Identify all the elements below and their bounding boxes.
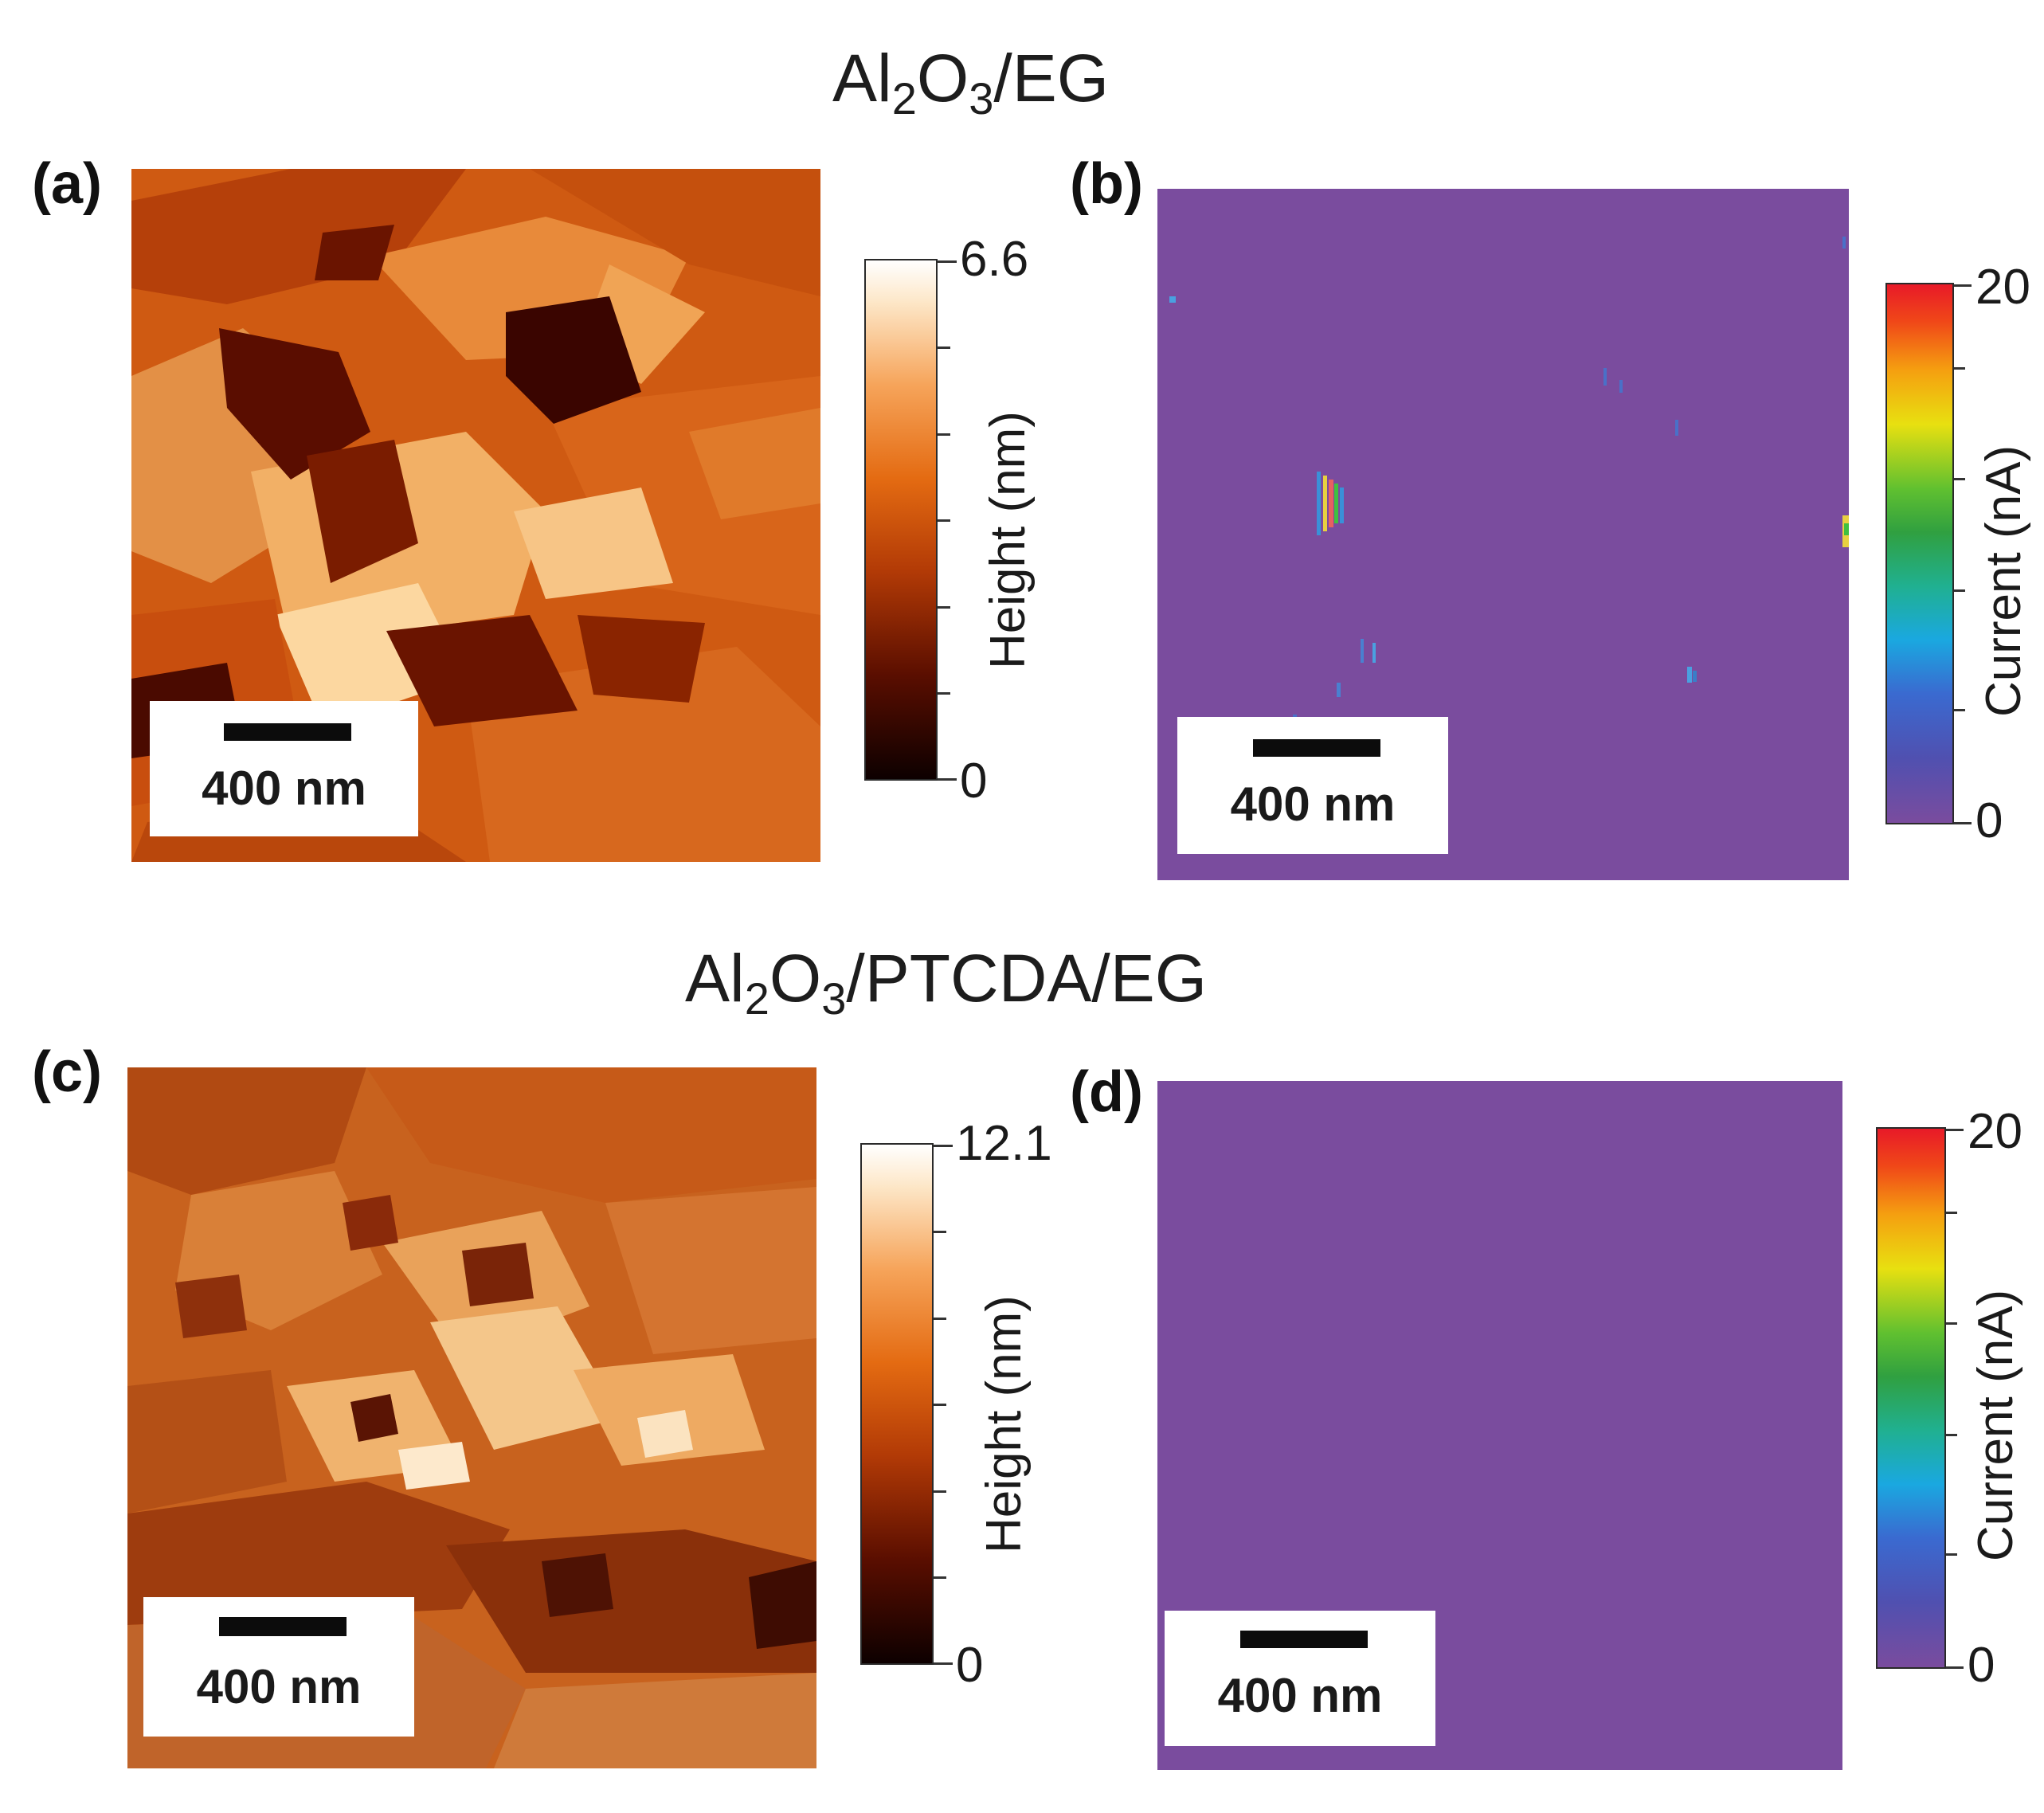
colorbar-tick [1954, 367, 1965, 370]
colorbar-tick [938, 778, 957, 781]
scale-bar-box-c: 400 nm [143, 1597, 414, 1737]
colorbar-tick [1954, 478, 1965, 480]
colorbar-tick [938, 519, 950, 522]
colorbar-tick [1946, 1322, 1957, 1325]
scale-bar-box-a: 400 nm [150, 701, 418, 836]
panel-label-a: (a) [32, 152, 102, 216]
colorbar-tick [938, 433, 950, 436]
colorbar-tick [1954, 589, 1965, 592]
colorbar-tick [1946, 1129, 1964, 1131]
colorbar-max-a: 6.6 [960, 232, 1029, 287]
colorbar-tick [934, 1231, 946, 1233]
scale-bar-d [1240, 1631, 1368, 1648]
row-title-1: Al2O3/EG [832, 41, 1110, 123]
height-map-c-image [127, 1067, 816, 1768]
panel-label-d: (d) [1070, 1060, 1143, 1124]
scale-bar-b [1253, 739, 1380, 757]
scale-bar-text-c: 400 nm [196, 1660, 362, 1713]
colorbar-tick [1954, 709, 1965, 711]
scale-bar-c [219, 1617, 347, 1636]
panel-label-c: (c) [32, 1040, 102, 1104]
colorbar-tick [1954, 284, 1972, 287]
current-map-b [1157, 189, 1849, 880]
colorbar-label-d: Current (nA) [1968, 1289, 2023, 1561]
colorbar-current-b [1885, 283, 1954, 824]
colorbar-min-c: 0 [956, 1638, 984, 1693]
height-map-c [127, 1067, 816, 1768]
scale-bar-text-a: 400 nm [202, 762, 366, 815]
colorbar-max-d: 20 [1968, 1104, 2022, 1159]
scale-bar-text-d: 400 nm [1217, 1669, 1383, 1722]
scale-bar-box-d: 400 nm [1165, 1611, 1435, 1746]
height-map-a-image [131, 169, 820, 862]
colorbar-label-b: Current (nA) [1976, 444, 2031, 717]
colorbar-tick [1946, 1553, 1957, 1556]
colorbar-max-b: 20 [1975, 260, 2030, 315]
colorbar-tick [938, 606, 950, 609]
colorbar-min-a: 0 [960, 754, 988, 809]
colorbar-tick [934, 1318, 946, 1320]
colorbar-tick [938, 692, 950, 695]
colorbar-max-c: 12.1 [956, 1116, 1052, 1171]
colorbar-tick [938, 260, 957, 263]
colorbar-height-a [864, 259, 938, 781]
colorbar-tick [1946, 1212, 1957, 1214]
scale-bar-box-b: 400 nm [1177, 717, 1448, 854]
colorbar-height-c [860, 1143, 934, 1665]
colorbar-tick [1946, 1434, 1957, 1436]
colorbar-min-d: 0 [1968, 1638, 1995, 1693]
colorbar-label-a: Height (nm) [981, 411, 1036, 669]
row-title-2: Al2O3/PTCDA/EG [685, 941, 1208, 1024]
colorbar-tick [934, 1490, 946, 1493]
height-map-a [131, 169, 820, 862]
colorbar-tick [934, 1576, 946, 1579]
colorbar-tick [938, 347, 950, 349]
colorbar-label-c: Height (nm) [977, 1295, 1032, 1553]
scale-bar-a [224, 723, 351, 741]
colorbar-tick [934, 1404, 946, 1406]
colorbar-tick [934, 1662, 953, 1665]
colorbar-current-d [1876, 1127, 1946, 1669]
panel-label-b: (b) [1070, 152, 1143, 216]
colorbar-tick [934, 1145, 953, 1147]
colorbar-min-b: 0 [1975, 793, 2003, 848]
colorbar-tick [1946, 1666, 1964, 1669]
scale-bar-text-b: 400 nm [1230, 777, 1396, 831]
colorbar-tick [1954, 822, 1972, 824]
